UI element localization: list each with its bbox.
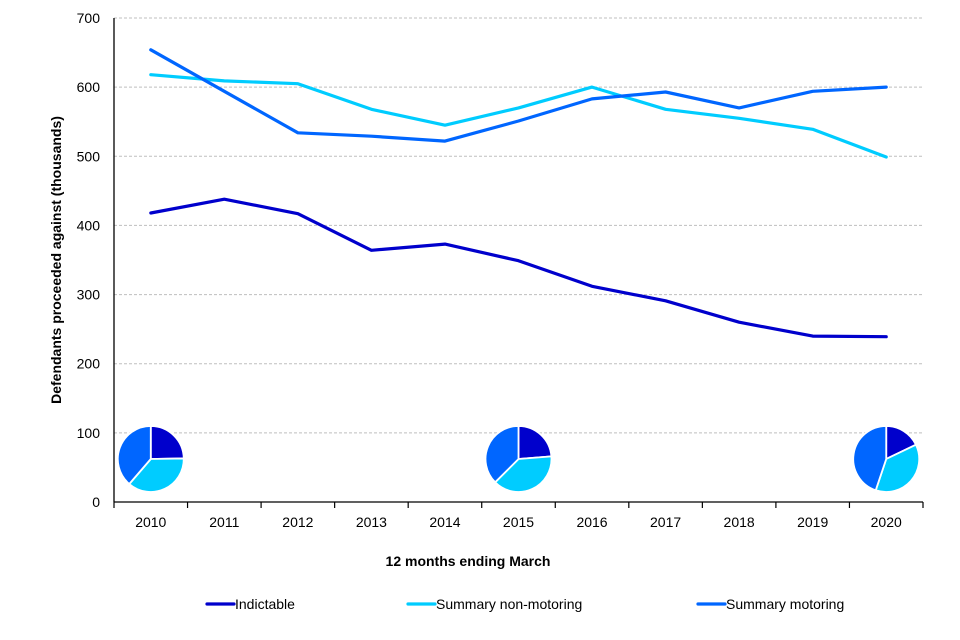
x-tick-label: 2010 [135, 514, 166, 530]
x-tick-label: 2020 [871, 514, 902, 530]
x-axis-ticks: 2010 2011 2012 2013 2014 2015 2016 2017 2018 2019… [113, 502, 924, 530]
series-line-indictable [149, 197, 888, 339]
y-tick-label: 100 [77, 425, 101, 441]
legend: Indictable Summary non-motoring Summary mo… [205, 596, 844, 612]
pie-slice-summary-non-motoring [494, 455, 553, 493]
pie-insets [116, 425, 921, 493]
x-tick-label: 2015 [503, 514, 534, 530]
legend-label: Summary non-motoring [436, 596, 582, 612]
x-tick-label: 2018 [724, 514, 755, 530]
y-tick-label: 400 [77, 217, 101, 233]
pie-chart-2010 [116, 425, 185, 493]
y-axis-title: Defendants proceeded against (thousands) [48, 116, 64, 404]
series-line-summary-non-motoring [149, 73, 888, 159]
x-tick-label: 2013 [356, 514, 387, 530]
y-tick-label: 0 [92, 494, 100, 510]
x-tick-label: 2012 [282, 514, 313, 530]
legend-label: Summary motoring [726, 596, 844, 612]
legend-item-summary-non-motoring: Summary non-motoring [406, 596, 582, 612]
pie-slice-summary-motoring [852, 425, 888, 492]
x-axis-title: 12 months ending March [386, 553, 551, 569]
y-tick-label: 600 [77, 79, 101, 95]
pie-slice-summary-motoring [116, 425, 152, 485]
legend-label: Indictable [235, 596, 295, 612]
pie-slice-summary-non-motoring [874, 443, 921, 493]
y-tick-label: 700 [77, 10, 101, 26]
x-tick-label: 2011 [209, 514, 239, 530]
series-lines [149, 48, 888, 339]
pie-chart-2015 [484, 425, 553, 493]
x-tick-label: 2019 [797, 514, 828, 530]
x-tick-label: 2017 [650, 514, 681, 530]
pie-chart-2020 [852, 425, 921, 493]
pie-slice-summary-motoring [484, 425, 520, 484]
legend-item-summary-motoring: Summary motoring [696, 596, 844, 612]
x-tick-label: 2014 [429, 514, 460, 530]
x-tick-label: 2016 [576, 514, 607, 530]
y-tick-label: 300 [77, 287, 101, 303]
pie-slice-indictable [149, 425, 185, 460]
pie-slice-summary-non-motoring [128, 457, 185, 493]
y-tick-label: 200 [77, 356, 101, 372]
series-line-summary-motoring [149, 48, 888, 143]
y-tick-label: 500 [77, 148, 101, 164]
legend-item-indictable: Indictable [205, 596, 295, 612]
y-axis-ticks: 0 100 200 300 400 500 600 700 [77, 10, 101, 510]
pie-slice-indictable [517, 425, 553, 460]
